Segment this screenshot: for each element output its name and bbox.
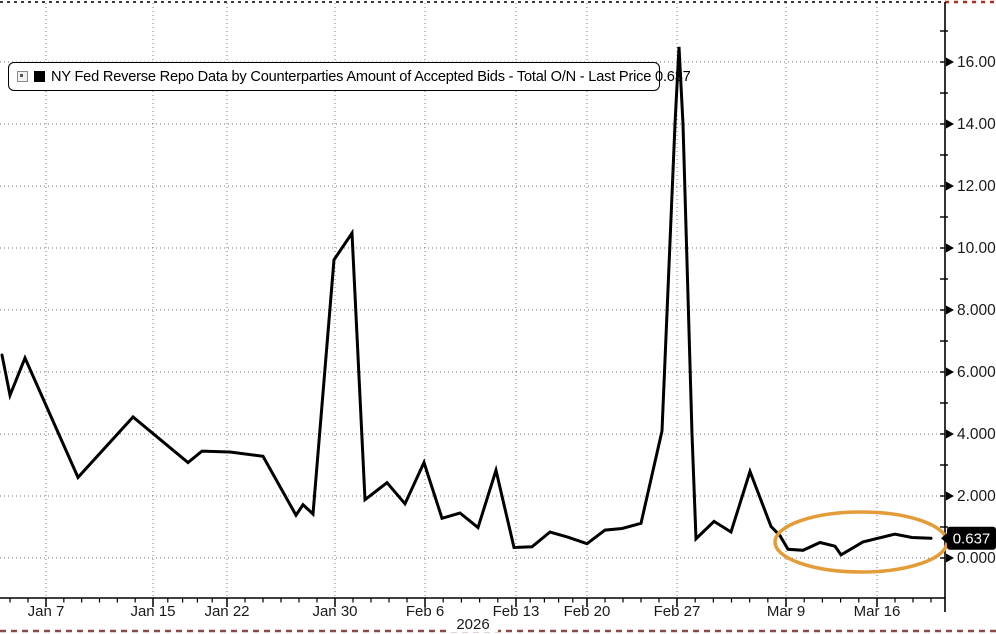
y-tick-arrow-icon	[946, 553, 954, 563]
y-tick-label: 8.000	[957, 302, 996, 319]
y-tick-arrow-icon	[946, 243, 954, 253]
price-line	[0, 46, 933, 557]
legend-label: NY Fed Reverse Repo Data by Counterparti…	[51, 68, 691, 85]
y-tick-label: 16.000	[957, 54, 996, 71]
last-price-arrow-icon	[941, 532, 948, 545]
y-tick-label: 2.000	[957, 488, 996, 505]
y-tick-label: 10.000	[957, 240, 996, 257]
x-tick-label: Feb 20	[564, 603, 611, 620]
y-tick-arrow-icon	[946, 491, 954, 501]
y-tick-arrow-icon	[946, 367, 954, 377]
y-tick-label: 6.000	[957, 364, 996, 381]
x-tick-label: Mar 16	[854, 603, 901, 620]
y-tick-arrow-icon	[946, 57, 954, 67]
y-tick-arrow-icon	[946, 429, 954, 439]
y-tick-arrow-icon	[946, 119, 954, 129]
x-tick-label: Jan 30	[312, 603, 357, 620]
y-tick-label: 4.000	[957, 426, 996, 443]
y-tick-label: 0.000	[957, 550, 996, 567]
x-tick-label: Feb 13	[493, 603, 540, 620]
legend-expand-icon[interactable]	[17, 71, 28, 82]
y-tick-label: 14.000	[957, 116, 996, 133]
legend-box[interactable]: NY Fed Reverse Repo Data by Counterparti…	[8, 62, 691, 91]
y-tick-arrow-icon	[946, 181, 954, 191]
x-tick-label: Jan 15	[130, 603, 175, 620]
x-tick-label: Feb 6	[406, 603, 444, 620]
last-price-label: 0.637	[953, 530, 991, 547]
series-swatch-icon	[34, 71, 45, 82]
y-tick-label: 12.000	[957, 178, 996, 195]
year-label-bg	[448, 616, 498, 632]
y-tick-arrow-icon	[946, 305, 954, 315]
x-tick-label: Jan 7	[28, 603, 65, 620]
x-tick-label: Feb 27	[654, 603, 701, 620]
last-price-label-bg	[947, 526, 996, 550]
x-tick-label: Mar 9	[767, 603, 805, 620]
x-axis-year-label: 2026	[456, 616, 489, 633]
x-tick-label: Jan 22	[204, 603, 249, 620]
